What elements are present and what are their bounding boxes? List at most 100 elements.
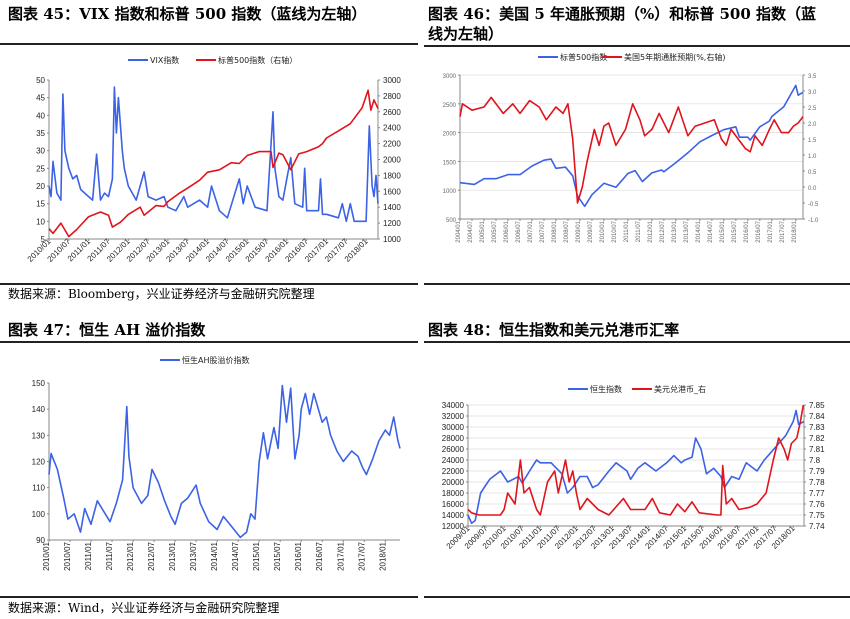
left-axis-tick-label: 130 bbox=[32, 431, 46, 440]
fig47-chart: 90 100 110 120 130 140 150 2010/01 2010/07 2011/0… bbox=[32, 355, 401, 571]
x-axis-tick-label: 2012/07 bbox=[660, 220, 666, 242]
right-axis-tick-label: 7.84 bbox=[809, 412, 825, 421]
right-axis-tick-label: 1200 bbox=[383, 219, 401, 228]
right-axis-tick-label: 7.83 bbox=[809, 423, 825, 432]
fig47-title: 图表 47：恒生 AH 溢价指数 bbox=[8, 321, 206, 339]
right-axis-tick-label: -0.5 bbox=[808, 202, 819, 208]
right-axis-tick-label: 1000 bbox=[383, 235, 401, 244]
x-axis-tick-label: 2014/07 bbox=[231, 541, 240, 570]
x-axis-tick-label: 2013/01 bbox=[672, 220, 678, 242]
left-axis-tick-label: 20000 bbox=[442, 478, 465, 487]
left-axis-tick-label: 2000 bbox=[443, 132, 457, 138]
x-axis-tick-label: 2016/01 bbox=[294, 541, 303, 570]
fig45-chart: 5 10 15 20 25 30 35 40 45 50 1000 1200 1400 1600 1800 2… bbox=[26, 55, 402, 264]
left-axis-tick-label: 16000 bbox=[442, 500, 465, 509]
left-axis-tick-label: 110 bbox=[32, 484, 45, 493]
x-axis-tick-label: 2016/01 bbox=[744, 220, 750, 242]
x-axis-tick-label: 2014/01 bbox=[696, 220, 702, 242]
fig48-top-rule bbox=[424, 341, 850, 343]
fig45-title: 图表 45：VIX 指数和标普 500 指数（蓝线为左轴） bbox=[8, 5, 367, 23]
fig46-top-rule bbox=[424, 45, 850, 47]
fig46-series-line-1 bbox=[459, 96, 804, 204]
left-axis-tick-label: 28000 bbox=[442, 434, 465, 443]
x-axis-tick-label: 2013/01 bbox=[168, 541, 177, 570]
left-axis-tick-label: 20 bbox=[36, 182, 45, 191]
right-axis-tick-label: 0.5 bbox=[808, 170, 817, 176]
fig47-top-rule bbox=[0, 341, 418, 343]
right-axis-tick-label: 0.0 bbox=[808, 186, 817, 192]
fig46-title-line1: 图表 46：美国 5 年通胀预期（%）和标普 500 指数（蓝 bbox=[428, 5, 816, 23]
right-axis-tick-label: 3.5 bbox=[808, 74, 817, 80]
right-axis-tick-label: 7.8 bbox=[809, 456, 821, 465]
left-axis-tick-label: 10 bbox=[36, 217, 45, 226]
left-axis-tick-label: 120 bbox=[32, 458, 46, 467]
legend-label: 美国5年期通胀预期(%,右轴) bbox=[624, 52, 725, 62]
x-axis-tick-label: 2015/07 bbox=[732, 220, 738, 242]
x-axis-tick-label: 2012/07 bbox=[147, 541, 156, 570]
x-axis-tick-label: 2013/07 bbox=[189, 541, 198, 570]
right-axis-tick-label: 7.75 bbox=[809, 511, 825, 520]
x-axis-tick-label: 2010/01 bbox=[42, 541, 51, 570]
left-axis-tick-label: 90 bbox=[36, 536, 45, 545]
fig48-chart: 12000 14000 16000 18000 20000 22000 24000 26000… bbox=[442, 384, 825, 551]
legend-label: 美元兑港币_右 bbox=[654, 384, 706, 394]
right-axis-tick-label: 1800 bbox=[383, 171, 401, 180]
right-axis-tick-label: 2400 bbox=[383, 124, 401, 133]
x-axis-tick-label: 2017/07 bbox=[357, 541, 366, 570]
x-axis-tick-label: 2011/07 bbox=[636, 220, 642, 242]
legend-label: 标普500指数 bbox=[560, 52, 607, 62]
fig45-top-rule bbox=[0, 43, 418, 45]
left-axis-tick-label: 1500 bbox=[443, 160, 457, 166]
right-axis-tick-label: 1400 bbox=[383, 203, 401, 212]
left-axis-tick-label: 35 bbox=[36, 129, 45, 138]
right-axis-tick-label: 2000 bbox=[383, 156, 401, 165]
x-axis-tick-label: 2010/01 bbox=[600, 220, 606, 242]
x-axis-tick-label: 2005/01 bbox=[480, 220, 486, 242]
right-axis-tick-label: 7.82 bbox=[809, 434, 825, 443]
right-axis-tick-label: 7.78 bbox=[809, 478, 825, 487]
left-axis-tick-label: 26000 bbox=[442, 445, 465, 454]
x-axis-tick-label: 2004/07 bbox=[468, 220, 474, 242]
fig45-series-line-0 bbox=[48, 86, 379, 223]
left-axis-tick-label: 24000 bbox=[442, 456, 465, 465]
legend-label: 恒生指数 bbox=[590, 384, 622, 394]
left-axis-tick-label: 18000 bbox=[442, 489, 465, 498]
fig45-series-line-1 bbox=[48, 89, 379, 238]
right-axis-tick-label: 2600 bbox=[383, 108, 401, 117]
x-axis-tick-label: 2012/01 bbox=[126, 541, 135, 570]
left-axis-tick-label: 14000 bbox=[442, 511, 465, 520]
legend-label: VIX指数 bbox=[150, 55, 179, 65]
left-axis-tick-label: 100 bbox=[32, 510, 46, 519]
right-axis-tick-label: 2.5 bbox=[808, 106, 817, 112]
fig46-series-line-0 bbox=[459, 84, 804, 208]
left-axis-tick-label: 150 bbox=[32, 379, 46, 388]
fig46-title-line2: 线为左轴） bbox=[428, 25, 504, 43]
x-axis-tick-label: 2009/07 bbox=[588, 220, 594, 242]
left-axis-tick-label: 1000 bbox=[443, 189, 457, 195]
left-axis-tick-label: 3000 bbox=[443, 74, 457, 80]
x-axis-tick-label: 2005/07 bbox=[492, 220, 498, 242]
fig45-bottom-rule bbox=[0, 283, 418, 285]
x-axis-tick-label: 2015/01 bbox=[252, 541, 261, 570]
fig47-bottom-rule bbox=[0, 596, 418, 598]
x-axis-tick-label: 2017/07 bbox=[780, 220, 786, 242]
x-axis-tick-label: 2013/07 bbox=[684, 220, 690, 242]
x-axis-tick-label: 2006/01 bbox=[504, 220, 510, 242]
right-axis-tick-label: 3000 bbox=[383, 76, 401, 85]
x-axis-tick-label: 2015/07 bbox=[273, 541, 282, 570]
fig48-title: 图表 48：恒生指数和美元兑港币汇率 bbox=[428, 321, 680, 339]
right-axis-tick-label: 2800 bbox=[383, 92, 401, 101]
left-axis-tick-label: 12000 bbox=[442, 522, 465, 531]
left-axis-tick-label: 34000 bbox=[442, 401, 465, 410]
left-axis-tick-label: 140 bbox=[32, 405, 46, 414]
x-axis-tick-label: 2011/07 bbox=[105, 541, 114, 570]
left-axis-tick-label: 30 bbox=[36, 147, 45, 156]
right-axis-tick-label: -1.0 bbox=[808, 218, 819, 224]
x-axis-tick-label: 2016/07 bbox=[315, 541, 324, 570]
left-axis-tick-label: 32000 bbox=[442, 412, 465, 421]
x-axis-tick-label: 2010/07 bbox=[63, 541, 72, 570]
left-axis-tick-label: 500 bbox=[446, 218, 457, 224]
x-axis-tick-label: 2011/01 bbox=[624, 220, 630, 242]
